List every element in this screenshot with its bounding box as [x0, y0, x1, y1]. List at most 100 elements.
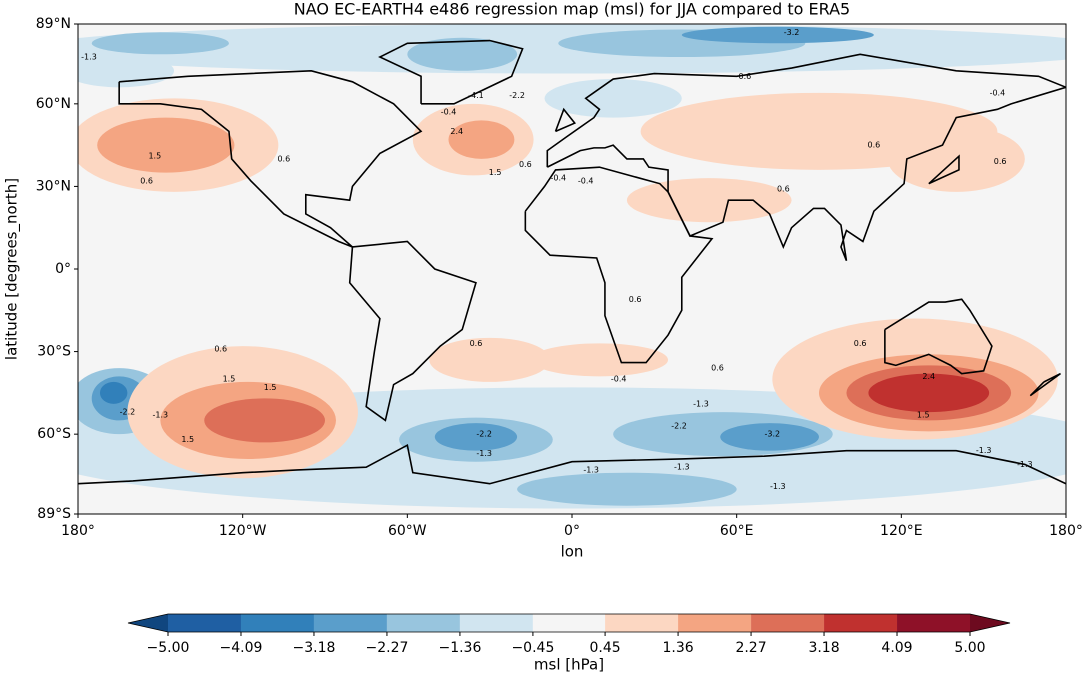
- colorbar-tick-label: −2.27: [365, 640, 408, 656]
- coastline: [118, 69, 423, 248]
- colorbar-tick-label: −3.18: [293, 640, 336, 656]
- contour-label: -1.3: [583, 465, 599, 474]
- colorbar-bin: [240, 614, 314, 632]
- contour-label: 0.6: [519, 160, 532, 169]
- contour-label: -1.3: [81, 53, 97, 62]
- colorbar-bin: [168, 614, 241, 632]
- contour-fill: [407, 37, 518, 71]
- contour-fill: [429, 337, 551, 382]
- map-area: -3.2 -1.3 -4.1 -2.2 -0.4 2.4 1.5 0.6 1.5 0.6 0.6 0.…: [78, 24, 1066, 514]
- contour-fill: [91, 32, 229, 55]
- x-tick-label: 60°W: [388, 523, 427, 539]
- colorbar-bin: [605, 614, 679, 632]
- x-axis-label: lon: [561, 543, 584, 561]
- contour-label: 0.6: [994, 157, 1007, 166]
- contour-fill: [434, 423, 518, 451]
- contour-label: 1.5: [181, 435, 194, 444]
- contour-fill: [720, 423, 819, 451]
- contour-fill: [681, 26, 874, 44]
- contour-label: -0.4: [578, 176, 594, 185]
- x-tick-label: 60°E: [720, 523, 754, 539]
- contour-label: -2.2: [671, 421, 687, 430]
- contour-label: 0.6: [777, 185, 790, 194]
- colorbar-bin: [459, 614, 533, 632]
- contour-label: -2.2: [476, 430, 492, 439]
- contour-label: -1.3: [476, 449, 492, 458]
- y-tick-label: 30°S: [37, 344, 71, 360]
- colorbar-tick-label: 4.09: [881, 640, 912, 656]
- contour-label: -0.4: [611, 375, 627, 384]
- contour-label: -0.4: [441, 108, 457, 117]
- contour-label: -4.1: [468, 91, 484, 100]
- colorbar-bin: [678, 614, 752, 632]
- contour-label: -1.3: [693, 399, 709, 408]
- colorbar-bin: [386, 614, 460, 632]
- colorbar-tick-label: −0.45: [511, 640, 554, 656]
- contour-fill: [626, 178, 792, 223]
- colorbar-tick-label: 3.18: [808, 640, 839, 656]
- coastline: [378, 39, 524, 105]
- contour-label: -1.3: [976, 446, 992, 455]
- x-tick-label: 0°: [564, 523, 580, 539]
- y-tick-label: 89°N: [36, 16, 71, 32]
- contour-label: 0.6: [711, 364, 724, 373]
- contour-label: 0.6: [868, 141, 881, 150]
- contour-label: 0.6: [140, 176, 153, 185]
- contour-label: 1.5: [264, 383, 277, 392]
- contour-label: -1.3: [770, 482, 786, 491]
- coastline: [1029, 372, 1061, 397]
- y-tick-label: 30°N: [36, 178, 71, 194]
- contour-label: 0.6: [629, 295, 642, 304]
- contour-label: 0.6: [739, 72, 752, 81]
- contour-fill: [530, 343, 669, 377]
- contour-label: 1.5: [917, 410, 930, 419]
- contour-label: 1.5: [148, 152, 161, 161]
- contour-label: 2.4: [922, 372, 935, 381]
- colorbar-extend-under: [128, 614, 168, 632]
- y-tick-label: 0°: [55, 261, 71, 277]
- colorbar-bin: [532, 614, 606, 632]
- chart-title: NAO EC-EARTH4 e486 regression map (msl) …: [294, 0, 850, 19]
- contour-label: -1.3: [153, 410, 169, 419]
- coastline: [546, 53, 1066, 262]
- x-tick-label: 120°W: [219, 523, 267, 539]
- colorbar-bin: [897, 614, 970, 632]
- contour-label: -1.3: [1017, 460, 1033, 469]
- contour-fill: [204, 398, 325, 443]
- contour-label: 0.6: [854, 339, 867, 348]
- coastline: [524, 166, 714, 364]
- x-tick-label: 180°: [1049, 523, 1083, 539]
- contour-label: -3.2: [784, 28, 800, 37]
- colorbar-tick-label: −4.09: [220, 640, 263, 656]
- contour-label: -1.3: [674, 463, 690, 472]
- contour-fill: [97, 117, 235, 173]
- x-tick-label: 180°: [61, 523, 95, 539]
- y-axis-label: latitude [degrees_north]: [3, 178, 22, 360]
- y-tick-label: 89°S: [37, 506, 71, 522]
- x-tick-label: 120°E: [880, 523, 923, 539]
- contour-label: -2.2: [509, 91, 525, 100]
- y-tick-label: 60°S: [37, 426, 71, 442]
- coastline: [928, 154, 960, 185]
- colorbar-tick-label: 2.27: [735, 640, 766, 656]
- colorbar-bin: [824, 614, 898, 632]
- contour-label: 0.6: [470, 339, 483, 348]
- coastline: [554, 107, 577, 133]
- coastline: [884, 298, 993, 375]
- colorbar-tick-label: 5.00: [954, 640, 985, 656]
- contour-fill: [868, 373, 990, 413]
- contour-fill: [448, 120, 515, 159]
- colorbar-extend-over: [970, 614, 1010, 632]
- colorbar-tick-label: −5.00: [147, 640, 190, 656]
- contour-label: 0.6: [214, 344, 227, 353]
- contour-label: -0.4: [550, 174, 566, 183]
- contour-label: 1.5: [489, 168, 502, 177]
- coastline: [348, 240, 477, 422]
- contour-label: 1.5: [223, 375, 236, 384]
- contour-label: 2.4: [450, 127, 463, 136]
- colorbar-tick-label: −1.36: [438, 640, 481, 656]
- contour-label: -2.2: [120, 408, 136, 417]
- contour-label: 0.6: [277, 154, 290, 163]
- colorbar-tick-label: 1.36: [662, 640, 693, 656]
